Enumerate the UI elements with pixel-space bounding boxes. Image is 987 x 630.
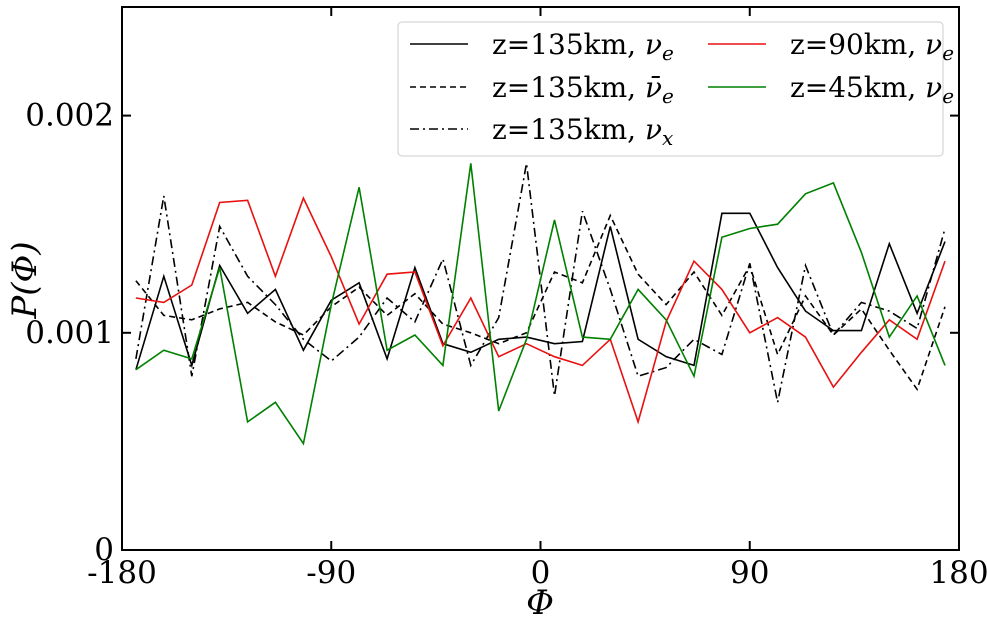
series-layer [135, 163, 946, 446]
legend-label-5: z=45km, νe [790, 71, 954, 108]
ticks-layer: -180 -90 0 90 180 0 0.001 0.002 [25, 7, 987, 591]
y-axis-label: P(Φ) [5, 241, 45, 319]
y-tick-label-3: 0.002 [25, 98, 114, 134]
x-tick-label-1: -180 [87, 555, 157, 591]
x-tick-label-5: 180 [929, 555, 987, 591]
legend-label-2: z=135km, ν̄e [492, 71, 674, 108]
legend: z=135km, νe z=135km, ν̄e z=135km, νx z=90km… [397, 21, 954, 157]
x-tick-label-2: -90 [306, 555, 356, 591]
y-tick-label-2: 0.001 [25, 315, 114, 351]
y-tick-label-1: 0 [94, 532, 114, 568]
legend-label-3: z=135km, νx [492, 113, 673, 150]
series-line-1 [135, 212, 946, 370]
legend-frame [397, 21, 944, 157]
x-tick-label-3: 0 [531, 555, 551, 591]
series-line-5 [135, 163, 946, 446]
x-axis-label: Φ [526, 583, 554, 623]
legend-label-4: z=90km, νe [790, 28, 954, 65]
legend-label-1: z=135km, νe [492, 28, 674, 65]
series-line-4 [135, 196, 946, 425]
x-tick-label-4: 90 [730, 555, 769, 591]
